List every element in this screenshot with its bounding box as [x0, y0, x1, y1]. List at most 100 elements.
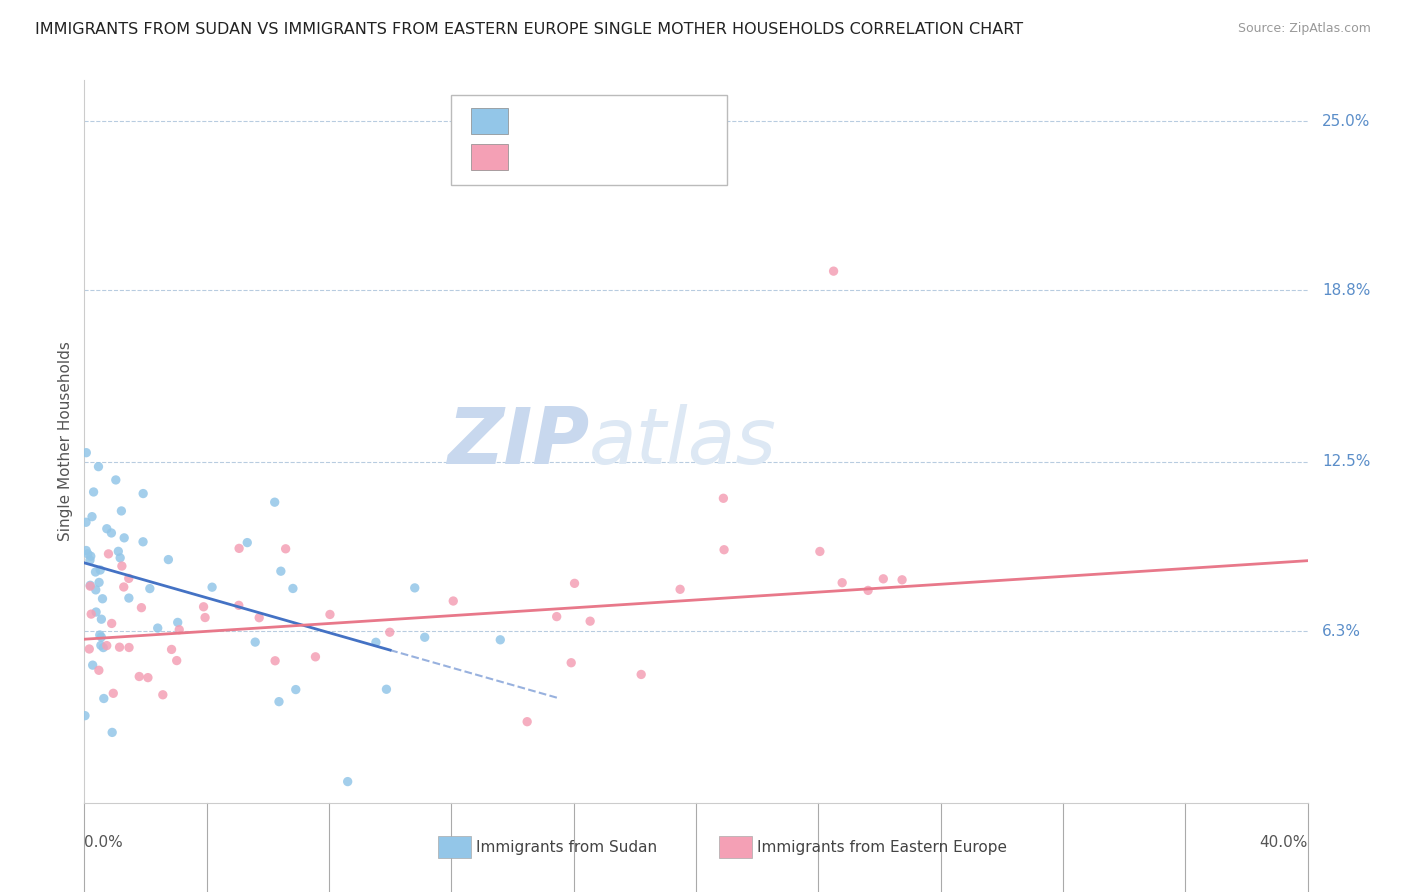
Point: [111, 559, 134, 574]
Point: [100, 616, 122, 631]
Point: [73, 708, 96, 723]
Point: [167, 623, 190, 637]
Point: [91, 591, 114, 606]
Text: 40.0%: 40.0%: [1260, 835, 1308, 850]
Point: [76, 547, 98, 561]
Point: [77, 642, 100, 657]
Text: N =: N =: [621, 149, 676, 164]
FancyBboxPatch shape: [471, 108, 508, 134]
Point: [112, 580, 135, 594]
Point: [160, 642, 183, 657]
Point: [100, 526, 122, 541]
Text: Immigrants from Eastern Europe: Immigrants from Eastern Europe: [758, 840, 1007, 855]
FancyBboxPatch shape: [471, 144, 508, 169]
Text: 0.309: 0.309: [562, 149, 609, 164]
FancyBboxPatch shape: [437, 836, 471, 858]
FancyBboxPatch shape: [720, 836, 752, 858]
Text: IMMIGRANTS FROM SUDAN VS IMMIGRANTS FROM EASTERN EUROPE SINGLE MOTHER HOUSEHOLDS: IMMIGRANTS FROM SUDAN VS IMMIGRANTS FROM…: [35, 22, 1024, 37]
Point: [96, 522, 118, 536]
Point: [82, 658, 104, 673]
Point: [201, 580, 224, 594]
Point: [378, 625, 401, 640]
Text: N =: N =: [621, 113, 676, 128]
Point: [152, 688, 174, 702]
Point: [118, 591, 141, 605]
Point: [375, 682, 398, 697]
Text: Source: ZipAtlas.com: Source: ZipAtlas.com: [1237, 22, 1371, 36]
Point: [274, 541, 297, 556]
Point: [336, 774, 359, 789]
Point: [118, 571, 141, 585]
Text: 25.0%: 25.0%: [1322, 113, 1371, 128]
Point: [80, 509, 103, 524]
Point: [79, 578, 101, 592]
Text: ZIP: ZIP: [447, 403, 589, 480]
Point: [157, 552, 180, 566]
Point: [546, 609, 568, 624]
Point: [630, 667, 652, 681]
Point: [90, 630, 112, 644]
FancyBboxPatch shape: [451, 95, 727, 185]
Point: [267, 695, 290, 709]
Point: [107, 544, 129, 558]
Point: [516, 714, 538, 729]
Point: [713, 542, 735, 557]
Point: [856, 583, 879, 598]
Point: [193, 599, 215, 614]
Point: [139, 582, 162, 596]
Text: -0.320: -0.320: [555, 113, 610, 128]
Point: [89, 628, 111, 642]
Point: [110, 504, 132, 518]
Point: [404, 581, 426, 595]
Point: [228, 541, 250, 556]
Point: [247, 610, 270, 624]
Point: [132, 486, 155, 500]
Point: [87, 459, 110, 474]
Point: [228, 599, 250, 613]
Point: [166, 615, 188, 630]
Point: [146, 621, 169, 635]
Point: [80, 549, 103, 564]
Point: [564, 576, 586, 591]
Point: [413, 630, 436, 644]
Point: [270, 564, 292, 578]
Point: [872, 572, 894, 586]
Text: R =: R =: [516, 113, 553, 128]
Point: [97, 547, 120, 561]
Point: [194, 610, 217, 624]
Point: [319, 607, 342, 622]
Text: 18.8%: 18.8%: [1322, 283, 1371, 298]
Point: [823, 264, 845, 278]
Point: [136, 671, 159, 685]
Text: atlas: atlas: [589, 403, 776, 480]
Text: Immigrants from Sudan: Immigrants from Sudan: [475, 840, 657, 855]
Point: [669, 582, 692, 597]
Point: [831, 575, 853, 590]
Point: [441, 594, 464, 608]
Point: [90, 639, 112, 653]
Point: [364, 635, 387, 649]
Point: [87, 663, 110, 677]
Text: 12.5%: 12.5%: [1322, 455, 1371, 469]
Point: [84, 605, 107, 619]
Point: [579, 614, 602, 628]
Point: [93, 691, 115, 706]
Point: [245, 635, 267, 649]
Point: [84, 565, 107, 579]
Point: [132, 534, 155, 549]
Point: [101, 725, 124, 739]
Point: [891, 573, 914, 587]
Point: [128, 669, 150, 683]
Point: [118, 640, 141, 655]
Y-axis label: Single Mother Households: Single Mother Households: [58, 342, 73, 541]
Point: [108, 550, 131, 565]
Point: [713, 491, 735, 506]
Text: 46: 46: [672, 149, 690, 164]
Point: [75, 445, 97, 459]
Point: [112, 531, 135, 545]
Point: [83, 485, 105, 500]
Point: [489, 632, 512, 647]
Point: [131, 600, 153, 615]
Point: [79, 579, 101, 593]
Point: [284, 682, 307, 697]
